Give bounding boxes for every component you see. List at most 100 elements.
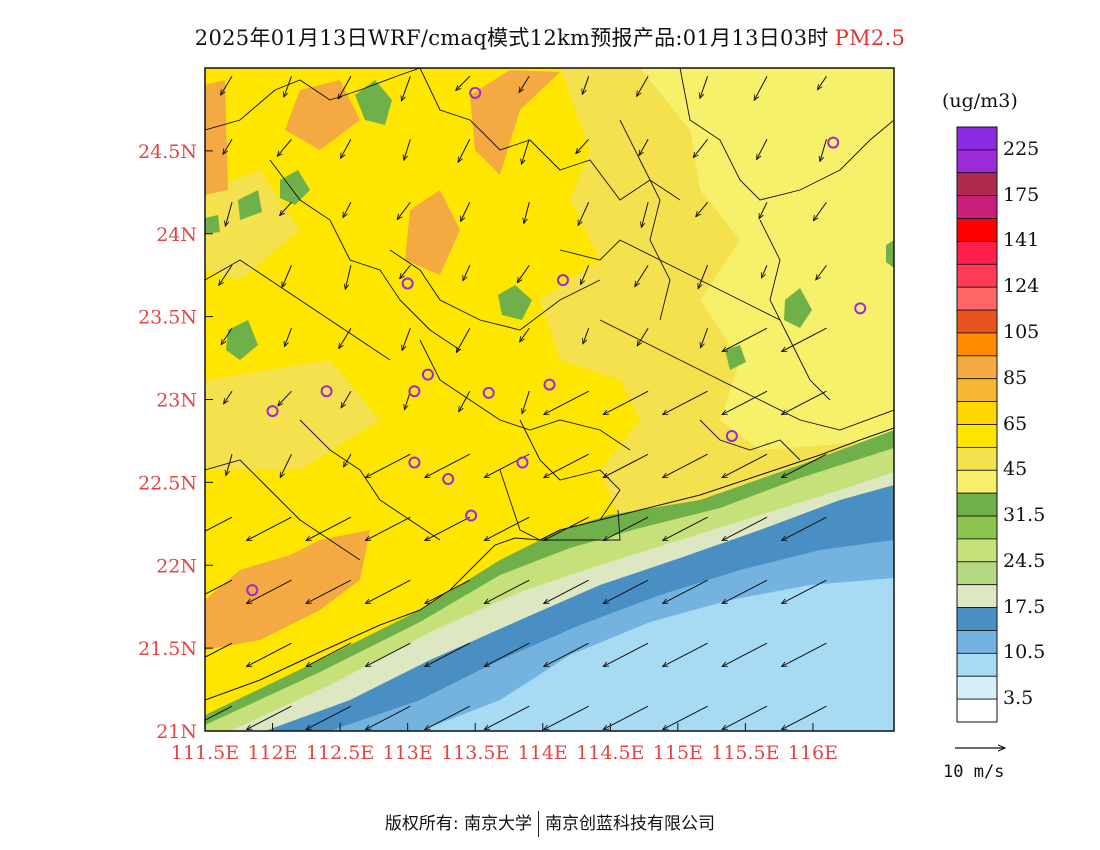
wind-arrow <box>365 705 411 729</box>
colorbar-label: 175 <box>1003 183 1040 206</box>
wind-arrow <box>246 642 292 666</box>
colorbar-swatch <box>956 469 998 494</box>
colorbar-swatch <box>956 538 998 563</box>
wind-arrow <box>397 201 411 219</box>
wind-arrow <box>484 516 530 540</box>
wind-arrow <box>722 516 768 540</box>
wind-arrow <box>284 76 292 97</box>
wind-arrow <box>401 76 411 101</box>
wind-arrow <box>223 139 233 154</box>
wind-arrow <box>816 264 827 280</box>
wind-arrow <box>341 139 352 158</box>
colorbar-swatch <box>956 675 998 700</box>
wind-arrow <box>722 705 768 729</box>
wind-arrow <box>365 516 411 540</box>
wind-arrow <box>341 390 352 408</box>
wind-arrow <box>760 265 768 278</box>
wind-arrow <box>759 202 768 219</box>
wind-arrow <box>484 705 530 729</box>
colorbar-swatch <box>956 286 998 311</box>
wind-arrow <box>338 76 352 99</box>
colorbar-swatch <box>956 149 998 174</box>
colorbar-swatch <box>956 424 998 448</box>
wind-arrow <box>205 579 233 595</box>
lon-tick-label: 116E <box>788 742 838 764</box>
wind-arrow <box>522 391 530 414</box>
wind-arrow <box>524 202 530 223</box>
wind-arrow <box>641 202 649 227</box>
colorbar-swatch <box>956 378 998 403</box>
wind-arrow <box>221 76 233 95</box>
wind-arrow <box>813 201 827 221</box>
lon-tick-label: 111.5E <box>171 742 239 764</box>
wind-arrow <box>339 327 352 348</box>
axis-ticks: 111.5E 112E 112.5E 113E 113.5E 114E 114.5E 115E… <box>138 141 838 764</box>
lat-tick-label: 22N <box>156 555 197 577</box>
colorbar-label: 105 <box>1003 320 1040 343</box>
wind-arrow <box>517 264 530 282</box>
wind-arrow <box>425 453 471 477</box>
wind-arrow <box>722 453 768 477</box>
colorbar-swatch <box>956 401 998 425</box>
wind-arrow <box>757 139 768 159</box>
wind-arrow <box>544 453 589 477</box>
colorbar-label: 17.5 <box>1003 595 1046 618</box>
wind-arrow <box>306 579 352 603</box>
footer-company: 南京创蓝科技有限公司 <box>545 814 716 834</box>
colorbar-swatch <box>956 172 998 197</box>
wind-arrow <box>462 265 471 280</box>
station-marker <box>725 429 738 442</box>
colorbar-swatch <box>956 332 998 357</box>
wind-arrow <box>224 390 233 404</box>
wind-arrow <box>225 202 233 226</box>
wind-arrow <box>781 579 827 603</box>
wind-arrow <box>425 642 471 666</box>
footer-credits: 版权所有: 南京大学 南京创蓝科技有限公司 <box>0 809 1100 837</box>
lon-tick-label: 113E <box>383 742 433 764</box>
wind-arrow <box>603 516 649 540</box>
wind-arrow <box>700 328 709 348</box>
wind-arrow <box>663 642 708 666</box>
wind-arrow <box>637 76 649 96</box>
station-marker <box>401 277 414 290</box>
colorbar-swatch <box>956 126 998 151</box>
wind-arrow <box>456 75 471 90</box>
wind-arrow <box>343 202 352 217</box>
colorbar-swatch <box>956 561 998 586</box>
wind-arrow <box>603 390 649 414</box>
colorbar-label: 124 <box>1003 275 1040 298</box>
lon-tick-label: 115.5E <box>711 742 779 764</box>
wind-arrow <box>781 705 827 729</box>
wind-arrow <box>698 265 709 288</box>
lat-tick-label: 21N <box>156 721 197 743</box>
map-title: 2025年01月13日WRF/cmaq模式12km预报产品:01月13日03时 P… <box>0 22 1100 52</box>
monitoring-stations <box>246 86 867 597</box>
colorbar-label: 10.5 <box>1003 641 1046 664</box>
wind-arrow <box>544 516 589 540</box>
wind-arrow <box>577 202 590 225</box>
wind-arrow <box>781 453 827 477</box>
wind-arrow <box>404 139 411 160</box>
wind-arrow <box>781 516 827 540</box>
wind-arrow <box>663 579 708 603</box>
wind-arrow <box>521 139 530 164</box>
colorbar-swatch <box>956 263 998 288</box>
wind-arrow <box>603 579 649 603</box>
wind-arrow <box>280 201 292 215</box>
wind-arrow <box>205 516 233 532</box>
lat-tick-label: 24.5N <box>138 141 197 163</box>
wind-arrow <box>460 202 471 221</box>
station-marker <box>516 456 529 469</box>
colorbar-label: 24.5 <box>1003 549 1046 572</box>
station-marker <box>320 385 333 398</box>
wind-arrow <box>343 453 352 467</box>
wind-arrow <box>282 265 292 287</box>
station-marker <box>246 584 259 597</box>
station-marker <box>465 509 478 522</box>
wind-arrow <box>639 139 649 155</box>
wind-arrow <box>519 76 530 92</box>
wind-arrow <box>246 516 292 540</box>
wind-arrow <box>635 264 649 286</box>
lat-tick-label: 23N <box>156 390 197 412</box>
colorbar-swatch <box>956 652 998 677</box>
